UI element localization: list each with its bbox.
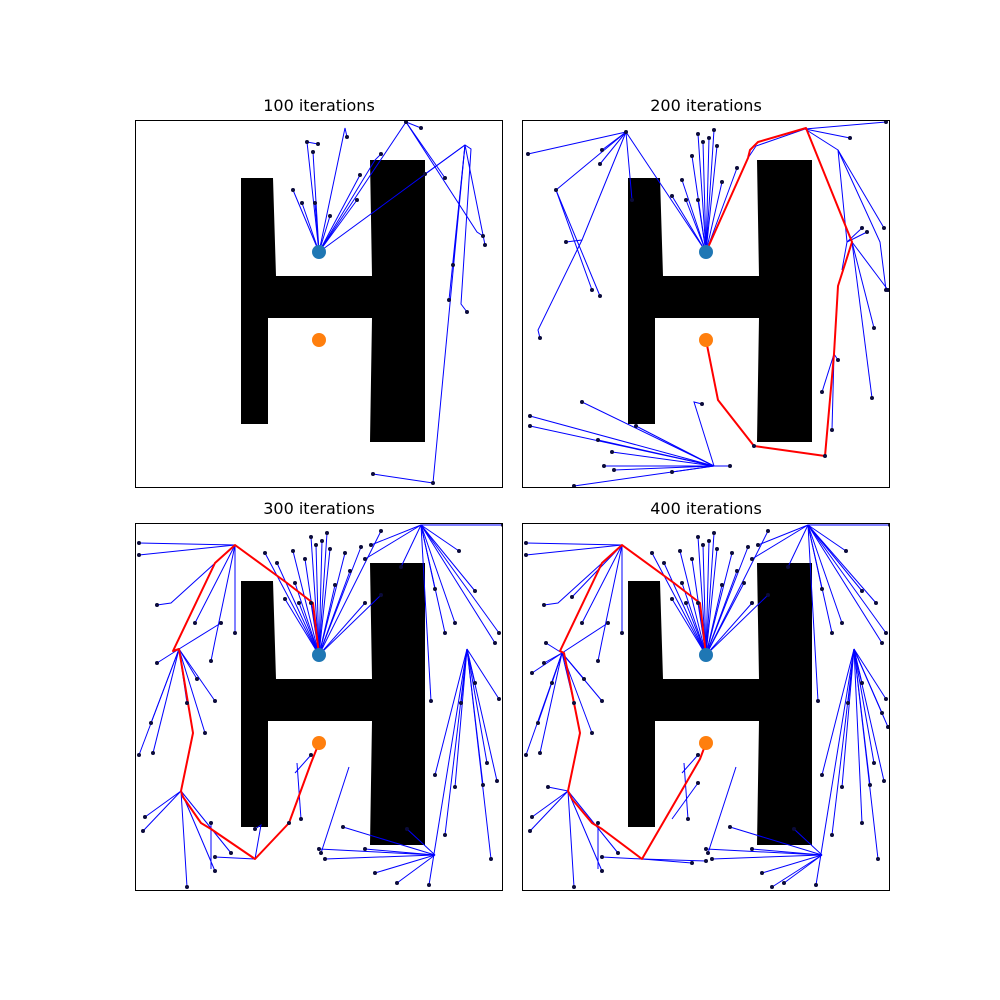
tree-nodes xyxy=(524,523,890,889)
panel-title-3: 300 iterations xyxy=(263,499,375,518)
panel-title-1: 100 iterations xyxy=(263,96,375,115)
panel-title-4: 400 iterations xyxy=(650,499,762,518)
start-marker xyxy=(699,648,713,662)
solution-path xyxy=(559,544,707,860)
goal-marker xyxy=(312,333,326,347)
obstacle-h xyxy=(628,160,812,442)
axes-frame xyxy=(522,523,890,891)
axes-frame xyxy=(135,523,503,891)
goal-marker xyxy=(699,736,713,750)
start-marker xyxy=(312,648,326,662)
tree-edges xyxy=(138,524,503,888)
obstacle-h xyxy=(628,563,812,845)
tree-nodes xyxy=(526,120,890,488)
rrt-panel-300 xyxy=(135,523,503,891)
obstacle-h xyxy=(241,160,425,442)
obstacle-h xyxy=(241,563,425,845)
goal-marker xyxy=(699,333,713,347)
rrt-panel-400 xyxy=(522,523,890,891)
solution-path xyxy=(172,544,320,860)
rrt-panel-100 xyxy=(135,120,503,488)
panel-title-2: 200 iterations xyxy=(650,96,762,115)
axes-frame xyxy=(522,120,890,488)
goal-marker xyxy=(312,736,326,750)
start-marker xyxy=(699,245,713,259)
tree-edges xyxy=(525,524,890,888)
tree-nodes xyxy=(137,523,503,889)
solution-path xyxy=(705,127,853,457)
rrt-panel-200 xyxy=(522,120,890,488)
tree-edges xyxy=(292,121,486,484)
axes-frame xyxy=(135,120,503,488)
start-marker xyxy=(312,245,326,259)
